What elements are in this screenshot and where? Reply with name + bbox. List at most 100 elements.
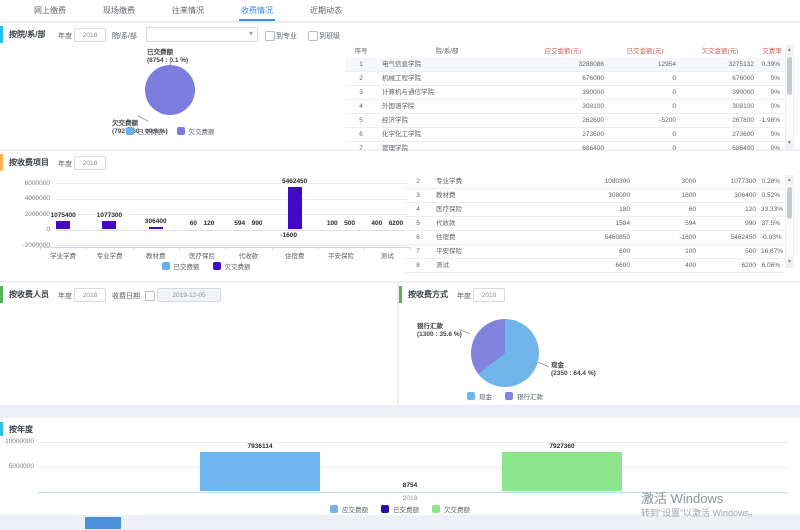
bar-unpaid-教材费[interactable] [148,227,163,230]
table-cell: 0% [770,75,780,82]
pie-legend: 现金 银行汇款 [425,391,585,401]
scroll-thumb[interactable] [787,57,792,95]
to-major-label[interactable]: 到专业 [276,33,297,40]
section-by-fee-item: 按收费项目 年度 6000000 4000000 2000000 0 -2000000 1… [0,151,800,281]
year-bar-chart: 10000000 5000000 7936114 8754 7927360 2018 [0,432,800,502]
x-axis-category: 代收款 [238,253,259,260]
gridline [56,198,408,200]
tab-1[interactable]: 网上缴费 [34,6,66,15]
legend-swatch [467,392,475,400]
table-cell: 电气信息学院 [382,61,421,68]
table-cell: 6 [416,234,420,241]
callout-name: 已交费额 [147,49,173,56]
x-axis-category: 教材费 [146,253,166,260]
legend-label: 银行汇款 [517,394,543,401]
bar-unpaid-专业学费[interactable] [102,221,117,230]
table-cell: 308100 [582,103,604,110]
table-cell: 8 [416,262,420,269]
legend-item[interactable]: 现金 [467,391,492,401]
callout-name: 现金 [551,362,564,369]
legend-item[interactable]: 已交费额 [381,504,419,514]
table-row: 1 电气信息学院 3288086 12954 3275132 0.39% [345,58,785,72]
fee-item-table: 2 专业学费 1080300 3000 1077300 0.28% 3 教材费 308000 16… [405,175,785,273]
table-cell: 0% [770,131,780,138]
table-row: 4 外国语学院 308100 0 308100 0% [345,100,785,114]
legend-item[interactable]: 欠交费额 [176,126,215,136]
legend-item[interactable]: 应交费额 [330,504,368,514]
table-cell: 390000 [732,89,754,96]
table-cell: 3275132 [728,61,754,68]
table-cell: -0.03% [761,234,782,241]
legend-item[interactable]: 已交费额 [161,261,200,271]
scroll-down-icon[interactable]: ▼ [786,258,793,267]
department-table: 1 电气信息学院 3288086 12954 3275132 0.39% 2 机械工程学院 67… [345,58,785,156]
bar-label: 7936114 [247,442,273,450]
legend-item[interactable]: 已交费额 [125,126,164,136]
bar-label: 100 500 [326,219,356,227]
year-input[interactable] [74,28,106,42]
section-by-payment-method: 按收费方式 年度 银行汇款 (1300 : 35.6 %) 现金 (2350 :… [399,283,800,405]
date-checkbox[interactable] [145,291,155,301]
column-header: 交费率 [762,48,782,55]
table-cell: 教材费 [436,192,456,199]
table-cell: 7 [359,145,363,152]
tab-3[interactable]: 往来情况 [172,6,204,15]
section-by-collector: 按收费人员 年度 收费日期 [0,283,397,405]
to-class-label[interactable]: 到班级 [319,33,340,40]
scroll-down-icon[interactable]: ▼ [786,139,793,148]
pie-callout-paid: 已交费额 (8754 : 0.1 %) [147,49,188,64]
table-cell: 1077300 [730,178,756,185]
table-row: 4 医疗保险 180 60 120 33.33% [405,203,785,217]
x-axis-tick [364,246,366,250]
legend-swatch [330,505,338,513]
legend-label: 欠交费额 [188,129,215,136]
table-cell: 594 [685,220,696,227]
legend-swatch [161,262,170,270]
x-axis-tick [410,246,412,250]
legend-item[interactable]: 欠交费额 [212,261,251,271]
year-input[interactable] [74,288,106,302]
tab-4[interactable]: 收费情况 [239,0,275,21]
legend-item[interactable]: 银行汇款 [505,391,543,401]
table-cell: 0.52% [761,192,780,199]
table-cell: 经济学院 [382,117,408,124]
bar-应交费额[interactable] [200,451,320,492]
to-major-checkbox[interactable] [265,31,275,41]
pie-chart-payment-method[interactable] [471,319,539,387]
table-cell: 住宿费 [436,234,456,241]
table-cell: 308100 [732,103,754,110]
to-class-checkbox[interactable] [308,31,318,41]
table-scrollbar[interactable]: ▲ ▼ [785,45,794,149]
bar-label: 60 120 [189,219,215,227]
table-cell: 273600 [582,131,604,138]
legend-swatch [505,392,513,400]
date-input[interactable] [157,288,221,302]
pie-callout-bank: 银行汇款 (1300 : 35.6 %) [417,323,462,338]
department-table-header: 序号 院/系/部 应交金额(元) 已交金额(元) 欠交金额(元) 交费率 [345,45,785,59]
year-input[interactable] [74,156,106,170]
table-row: 5 经济学院 262600 -5200 267800 -1.98% [345,114,785,128]
table-cell: 400 [685,262,696,269]
table-scrollbar[interactable]: ▲ ▼ [785,175,794,268]
table-cell: 60 [688,206,696,213]
tab-2[interactable]: 现场缴费 [103,6,135,15]
department-select[interactable]: ▾ [146,27,258,42]
table-row: 6 住宿费 5460850 -1600 5462450 -0.03% [405,231,785,245]
scroll-up-icon[interactable]: ▲ [786,46,793,55]
year-input[interactable] [473,288,505,302]
table-row: 2 专业学费 1080300 3000 1077300 0.28% [405,175,785,189]
scroll-up-icon[interactable]: ▲ [786,176,793,185]
bar-unpaid-住宿费[interactable] [287,187,302,230]
tab-5[interactable]: 近期动态 [310,6,342,15]
year-label: 年度 [58,293,72,300]
x-axis-tick [225,246,227,250]
table-cell: 676000 [732,75,754,82]
bar-欠交费额[interactable] [502,451,622,492]
legend-item[interactable]: 欠交费额 [432,504,470,514]
bar-unpaid-学业学费[interactable] [56,221,71,230]
table-cell: 平安保险 [436,248,462,255]
pie-callout-cash: 现金 (2350 : 64.4 %) [551,362,596,377]
scroll-thumb[interactable] [787,187,792,219]
pie-chart-departments[interactable] [145,65,195,115]
table-cell: 5462450 [730,234,756,241]
